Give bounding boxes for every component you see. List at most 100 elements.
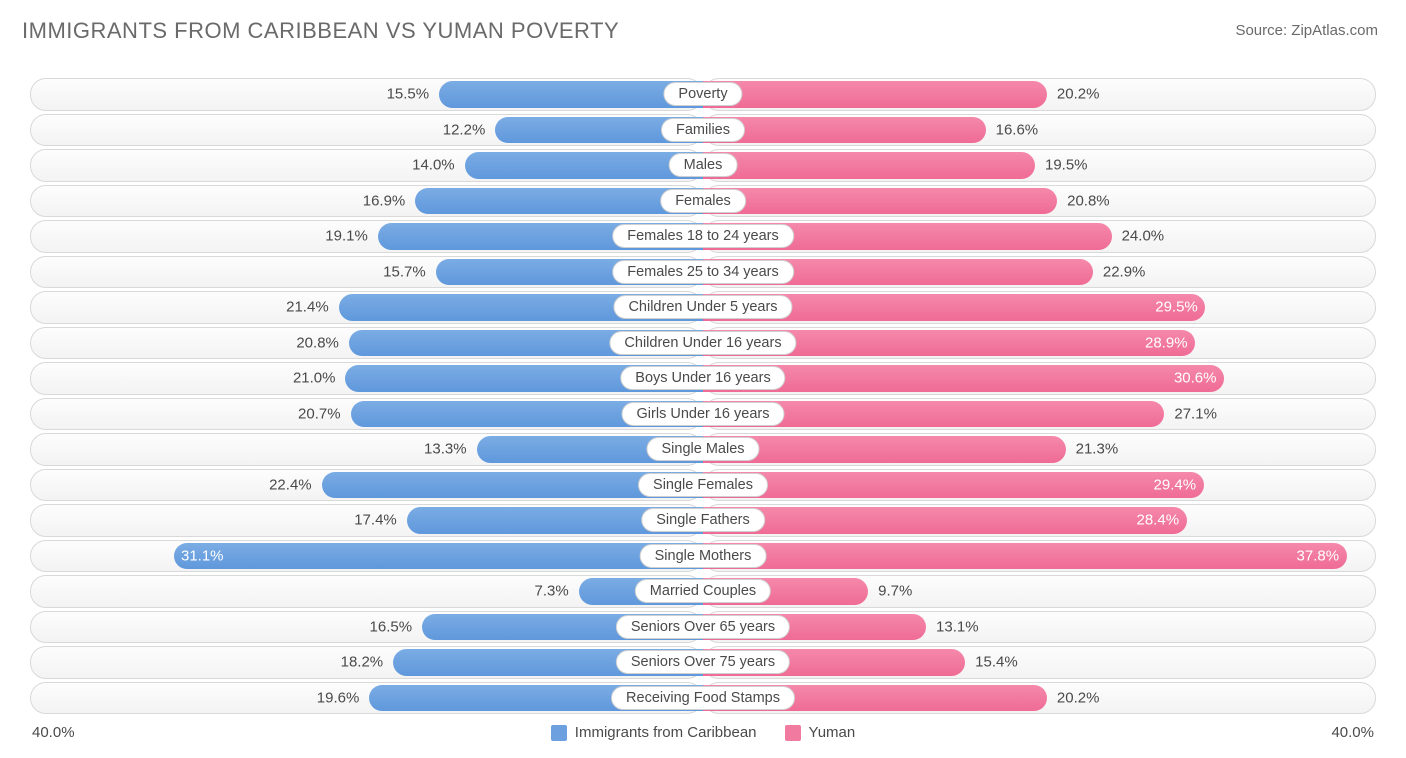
chart-row: 14.0% 19.5% Males [22,149,1384,182]
row-left-side: 14.0% [22,149,703,182]
row-left-side: 21.4% [22,291,703,324]
chart-rows: 15.5% 20.2% Poverty 12.2% 16.6% Families 14.0%… [22,54,1384,714]
row-left-value: 14.0% [412,157,455,174]
row-left-value: 13.3% [424,441,467,458]
row-right-side: 9.7% [703,575,1384,608]
row-right-value: 13.1% [936,618,979,635]
row-right-side: 20.2% [703,78,1384,111]
row-category-label: Children Under 16 years [609,331,796,355]
chart-row: 7.3% 9.7% Married Couples [22,575,1384,608]
row-right-bar [703,543,1347,570]
row-category-label: Females [660,189,746,213]
row-left-side: 12.2% [22,114,703,147]
chart-row: 15.7% 22.9% Females 25 to 34 years [22,256,1384,289]
row-right-value: 20.2% [1057,86,1100,103]
row-category-label: Families [661,118,745,142]
row-right-value: 28.9% [1145,334,1188,351]
chart-row: 16.5% 13.1% Seniors Over 65 years [22,611,1384,644]
row-left-value: 31.1% [181,547,224,564]
chart-row: 31.1% 37.8% Single Mothers [22,540,1384,573]
row-right-value: 29.4% [1154,476,1197,493]
row-category-label: Single Males [646,437,759,461]
row-category-label: Males [669,153,738,177]
row-right-value: 29.5% [1155,299,1198,316]
row-left-value: 15.5% [387,86,430,103]
legend-swatch-right [785,725,801,741]
row-left-side: 7.3% [22,575,703,608]
axis-max-right: 40.0% [1331,724,1374,741]
row-right-bar [703,81,1047,108]
row-right-side: 20.2% [703,682,1384,715]
axis-max-left: 40.0% [32,724,75,741]
chart-row: 17.4%28.4%Single Fathers [22,504,1384,537]
row-right-value: 15.4% [975,654,1018,671]
row-right-bar [703,117,986,144]
row-category-label: Seniors Over 65 years [616,615,790,639]
row-left-side: 20.8% [22,327,703,360]
row-left-bar [465,152,703,179]
row-right-side: 21.3% [703,433,1384,466]
row-category-label: Boys Under 16 years [620,366,785,390]
row-category-label: Single Females [638,473,768,497]
row-left-value: 17.4% [354,512,397,529]
row-right-value: 16.6% [996,121,1039,138]
row-right-value: 20.2% [1057,689,1100,706]
chart-row: 20.8% 28.9% Children Under 16 years [22,327,1384,360]
chart-row: 18.2%15.4%Seniors Over 75 years [22,646,1384,679]
row-right-value: 37.8% [1297,547,1340,564]
row-right-value: 21.3% [1076,441,1119,458]
row-right-side: 19.5% [703,149,1384,182]
row-left-side: 31.1% [22,540,703,573]
row-left-value: 20.8% [296,334,339,351]
chart-row: 12.2% 16.6% Families [22,114,1384,147]
row-right-value: 9.7% [878,583,912,600]
chart-row: 19.1% 24.0% Females 18 to 24 years [22,220,1384,253]
legend-label-right: Yuman [809,724,856,741]
row-left-bar [174,543,703,570]
row-right-side: 30.6% [703,362,1384,395]
row-left-value: 19.6% [317,689,360,706]
poverty-butterfly-chart: IMMIGRANTS FROM CARIBBEAN VS YUMAN POVER… [0,0,1406,758]
row-category-label: Single Fathers [641,508,765,532]
row-category-label: Single Mothers [640,544,767,568]
row-right-bar [703,188,1057,215]
chart-row: 15.5% 20.2% Poverty [22,78,1384,111]
legend-item-right: Yuman [785,724,856,741]
row-right-side: 37.8% [703,540,1384,573]
chart-row: 16.9%20.8%Females [22,185,1384,218]
row-left-side: 17.4% [22,504,703,537]
row-right-bar [703,152,1035,179]
row-right-side: 24.0% [703,220,1384,253]
row-right-bar [703,507,1187,534]
row-category-label: Poverty [663,82,742,106]
row-right-side: 16.6% [703,114,1384,147]
row-right-value: 19.5% [1045,157,1088,174]
row-category-label: Married Couples [635,579,771,603]
chart-row: 20.7%27.1%Girls Under 16 years [22,398,1384,431]
row-category-label: Females 18 to 24 years [612,224,794,248]
row-right-value: 24.0% [1122,228,1165,245]
row-left-side: 19.6% [22,682,703,715]
chart-row: 21.4%29.5%Children Under 5 years [22,291,1384,324]
chart-legend: Immigrants from Caribbean Yuman [551,724,855,741]
row-right-side: 20.8% [703,185,1384,218]
row-left-value: 19.1% [325,228,368,245]
row-left-side: 16.5% [22,611,703,644]
chart-title: IMMIGRANTS FROM CARIBBEAN VS YUMAN POVER… [22,18,1384,44]
row-right-value: 30.6% [1174,370,1217,387]
row-right-value: 22.9% [1103,263,1146,280]
row-left-value: 15.7% [383,263,426,280]
row-left-side: 20.7% [22,398,703,431]
chart-row: 13.3% 21.3% Single Males [22,433,1384,466]
legend-label-left: Immigrants from Caribbean [575,724,757,741]
row-right-side: 15.4% [703,646,1384,679]
row-left-value: 22.4% [269,476,312,493]
row-left-value: 7.3% [535,583,569,600]
legend-swatch-left [551,725,567,741]
row-category-label: Receiving Food Stamps [611,686,795,710]
chart-row: 22.4% 29.4% Single Females [22,469,1384,502]
row-left-value: 16.5% [370,618,413,635]
row-right-side: 27.1% [703,398,1384,431]
row-category-label: Females 25 to 34 years [612,260,794,284]
row-left-side: 21.0% [22,362,703,395]
